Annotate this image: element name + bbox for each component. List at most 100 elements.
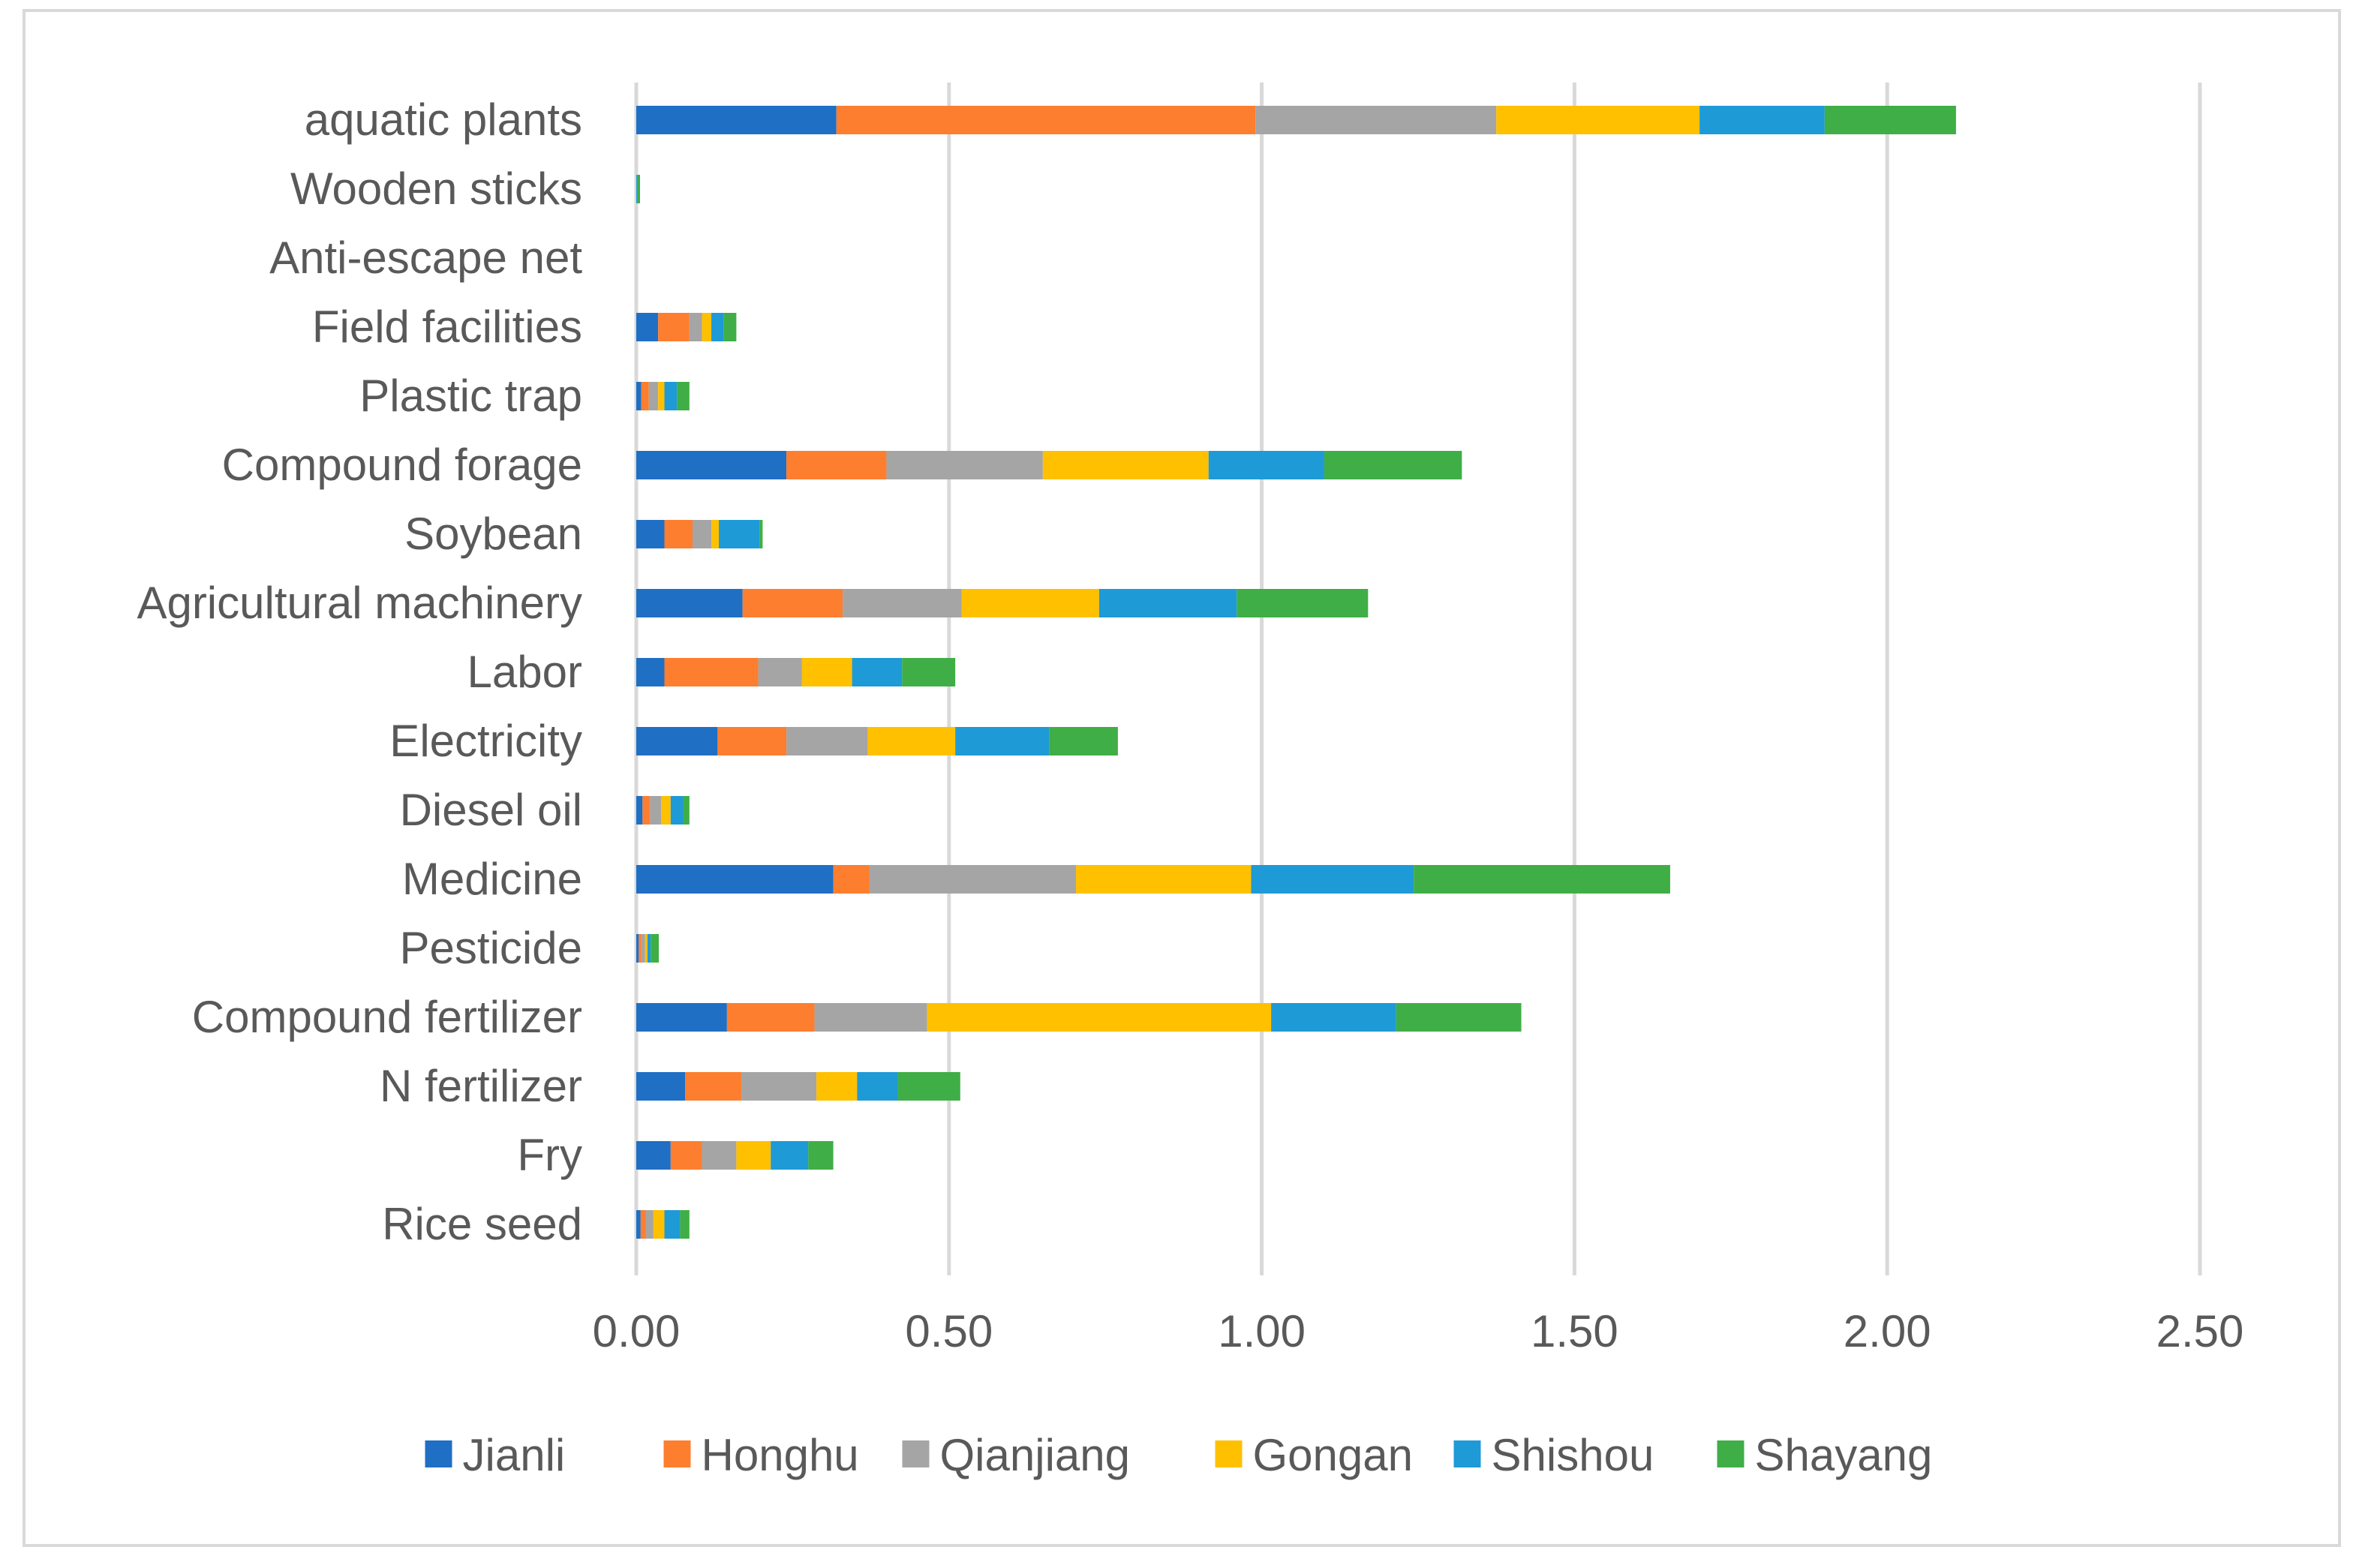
- bar-fry-shishou: [771, 1141, 809, 1170]
- bar-rice-seed-jianli: [636, 1210, 641, 1239]
- bar-compound-fertilizer-shayang: [1396, 1003, 1522, 1032]
- bar-fry-shayang: [808, 1141, 834, 1170]
- bar-aquatic-plants-shishou: [1699, 106, 1825, 134]
- bar-pesticide-honghu: [639, 934, 642, 963]
- bar-labor-gongan: [801, 658, 852, 686]
- x-tick-label: 0.50: [905, 1306, 993, 1356]
- bar-n-fertilizer-shishou: [857, 1072, 898, 1101]
- bar-medicine-shayang: [1414, 865, 1670, 894]
- category-label-labor: Labor: [467, 647, 582, 697]
- bar-medicine-gongan: [1076, 865, 1252, 894]
- bar-diesel-oil-gongan: [661, 796, 671, 825]
- bar-pesticide-shayang: [651, 934, 660, 963]
- legend-label-shayang: Shayang: [1755, 1430, 1933, 1480]
- bar-plastic-trap-jianli: [636, 382, 642, 410]
- legend-label-jianli: Jianli: [463, 1430, 566, 1480]
- bar-compound-fertilizer-jianli: [636, 1003, 727, 1032]
- bar-fry-honghu: [670, 1141, 702, 1170]
- bar-pesticide-jianli: [636, 934, 639, 963]
- bar-aquatic-plants-shayang: [1824, 106, 1956, 134]
- bar-labor-shayang: [902, 658, 956, 686]
- bars: [636, 106, 1956, 1239]
- bar-n-fertilizer-gongan: [816, 1072, 858, 1101]
- bar-wooden-sticks-shayang: [637, 175, 641, 203]
- bar-medicine-shishou: [1251, 865, 1414, 894]
- bar-rice-seed-honghu: [640, 1210, 646, 1239]
- bar-field-facilities-honghu: [658, 313, 690, 341]
- bar-compound-fertilizer-shishou: [1271, 1003, 1396, 1032]
- legend-swatch-shishou: [1453, 1440, 1481, 1467]
- bar-rice-seed-shishou: [664, 1210, 681, 1239]
- category-label-aquatic-plants: aquatic plants: [305, 95, 582, 145]
- bar-field-facilities-gongan: [702, 313, 712, 341]
- legend-swatch-shayang: [1717, 1440, 1744, 1467]
- x-tick-label: 1.00: [1218, 1306, 1306, 1356]
- bar-pesticide-qianjiang: [641, 934, 645, 963]
- category-label-diesel-oil: Diesel oil: [400, 785, 582, 835]
- x-tick-label: 2.50: [2156, 1306, 2244, 1356]
- bar-plastic-trap-shishou: [664, 382, 678, 410]
- bar-diesel-oil-qianjiang: [650, 796, 662, 825]
- bar-agricultural-machinery-jianli: [636, 589, 743, 617]
- bar-field-facilities-qianjiang: [689, 313, 702, 341]
- chart-frame: [23, 9, 2341, 1547]
- bar-labor-honghu: [664, 658, 759, 686]
- bar-field-facilities-shayang: [723, 313, 737, 341]
- bar-wooden-sticks-shishou: [636, 175, 638, 203]
- bar-diesel-oil-shayang: [683, 796, 690, 825]
- bar-electricity-jianli: [636, 727, 718, 755]
- bar-compound-forage-qianjiang: [886, 451, 1043, 479]
- bar-electricity-shayang: [1049, 727, 1118, 755]
- bar-rice-seed-gongan: [653, 1210, 665, 1239]
- bar-rice-seed-shayang: [680, 1210, 690, 1239]
- bar-field-facilities-jianli: [636, 313, 659, 341]
- bar-medicine-jianli: [636, 865, 834, 894]
- bar-n-fertilizer-honghu: [685, 1072, 742, 1101]
- bar-compound-forage-gongan: [1042, 451, 1209, 479]
- legend-swatch-gongan: [1215, 1440, 1243, 1467]
- bar-aquatic-plants-qianjiang: [1255, 106, 1497, 134]
- bar-soybean-gongan: [711, 520, 720, 548]
- legend-label-honghu: Honghu: [702, 1430, 859, 1480]
- bar-electricity-gongan: [867, 727, 956, 755]
- bar-labor-qianjiang: [758, 658, 802, 686]
- category-label-pesticide: Pesticide: [400, 923, 582, 973]
- bar-compound-forage-jianli: [636, 451, 787, 479]
- bar-medicine-honghu: [833, 865, 870, 894]
- bar-diesel-oil-jianli: [636, 796, 643, 825]
- category-label-plastic-trap: Plastic trap: [359, 371, 582, 421]
- bar-compound-forage-shishou: [1208, 451, 1324, 479]
- x-tick-labels: 0.00 0.50 1.00 1.50 2.00 2.50: [593, 1306, 2244, 1356]
- bar-agricultural-machinery-shishou: [1098, 589, 1237, 617]
- bar-compound-fertilizer-gongan: [927, 1003, 1272, 1032]
- bar-plastic-trap-gongan: [658, 382, 665, 410]
- bar-agricultural-machinery-qianjiang: [843, 589, 962, 617]
- legend-swatch-qianjiang: [902, 1440, 930, 1467]
- bar-labor-jianli: [636, 658, 665, 686]
- x-tick-label: 2.00: [1844, 1306, 1931, 1356]
- bar-soybean-shishou: [719, 520, 760, 548]
- legend-label-gongan: Gongan: [1253, 1430, 1414, 1480]
- bar-fry-gongan: [736, 1141, 771, 1170]
- category-label-fry: Fry: [517, 1130, 582, 1180]
- bar-pesticide-shishou: [648, 934, 651, 963]
- bar-compound-forage-shayang: [1324, 451, 1462, 479]
- category-label-n-fertilizer: N fertilizer: [380, 1061, 582, 1111]
- bar-plastic-trap-qianjiang: [648, 382, 659, 410]
- bar-aquatic-plants-jianli: [636, 106, 837, 134]
- bar-agricultural-machinery-honghu: [742, 589, 843, 617]
- bar-plastic-trap-honghu: [641, 382, 649, 410]
- bar-field-facilities-shishou: [711, 313, 724, 341]
- bar-n-fertilizer-qianjiang: [741, 1072, 817, 1101]
- bar-soybean-shayang: [759, 520, 763, 548]
- legend-label-shishou: Shishou: [1492, 1430, 1654, 1480]
- bar-fry-jianli: [636, 1141, 671, 1170]
- bar-rice-seed-qianjiang: [645, 1210, 654, 1239]
- category-label-anti-escape-net: Anti-escape net: [269, 233, 582, 283]
- bar-soybean-jianli: [636, 520, 665, 548]
- bar-n-fertilizer-jianli: [636, 1072, 686, 1101]
- bar-pesticide-gongan: [645, 934, 648, 963]
- bar-compound-forage-honghu: [786, 451, 887, 479]
- bar-electricity-qianjiang: [786, 727, 868, 755]
